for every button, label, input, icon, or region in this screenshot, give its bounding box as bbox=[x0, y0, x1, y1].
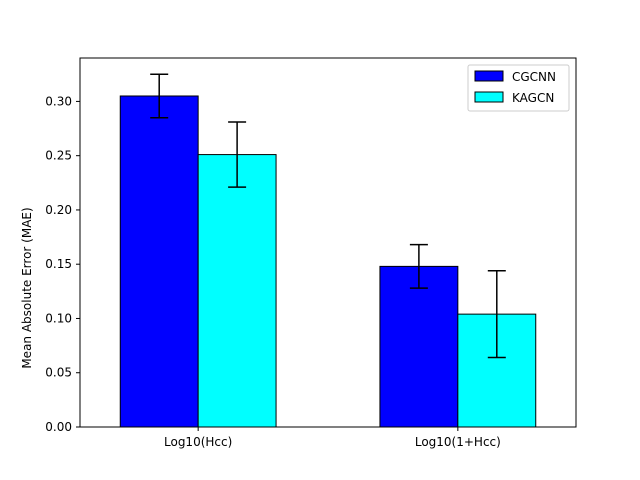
y-tick-label: 0.30 bbox=[45, 94, 72, 108]
y-tick-label: 0.20 bbox=[45, 203, 72, 217]
legend-swatch-cgcnn bbox=[474, 70, 504, 82]
y-tick-label: 0.15 bbox=[45, 257, 72, 271]
bar-kagcn-0 bbox=[197, 154, 277, 428]
x-tick-label: Log10(1+Hcc) bbox=[415, 435, 501, 449]
x-tick-label: Log10(Hcc) bbox=[164, 435, 232, 449]
legend: CGCNN KAGCN bbox=[467, 64, 570, 112]
y-tick-label: 0.00 bbox=[45, 420, 72, 434]
bar-cgcnn-0 bbox=[119, 95, 199, 428]
error-bar-cgcnn-0 bbox=[150, 73, 169, 119]
y-axis-title: Mean Absolute Error (MAE) bbox=[20, 207, 34, 368]
legend-label-cgcnn: CGCNN bbox=[512, 70, 556, 84]
axes-frame bbox=[79, 57, 577, 428]
y-tick-label: 0.25 bbox=[45, 149, 72, 163]
plot-area bbox=[119, 73, 537, 428]
axes: 0.00 0.05 0.10 0.15 0.20 0.25 0.30 Log10(Hcc) Lo… bbox=[45, 57, 577, 449]
y-tick-label: 0.05 bbox=[45, 366, 72, 380]
error-bar-kagcn-0 bbox=[228, 121, 247, 188]
error-bar-kagcn-1 bbox=[487, 269, 506, 359]
y-tick-label: 0.10 bbox=[45, 311, 72, 325]
bar-cgcnn-1 bbox=[379, 265, 459, 428]
error-bar-cgcnn-1 bbox=[409, 243, 428, 289]
legend-label-kagcn: KAGCN bbox=[512, 91, 554, 105]
legend-swatch-kagcn bbox=[474, 91, 504, 103]
